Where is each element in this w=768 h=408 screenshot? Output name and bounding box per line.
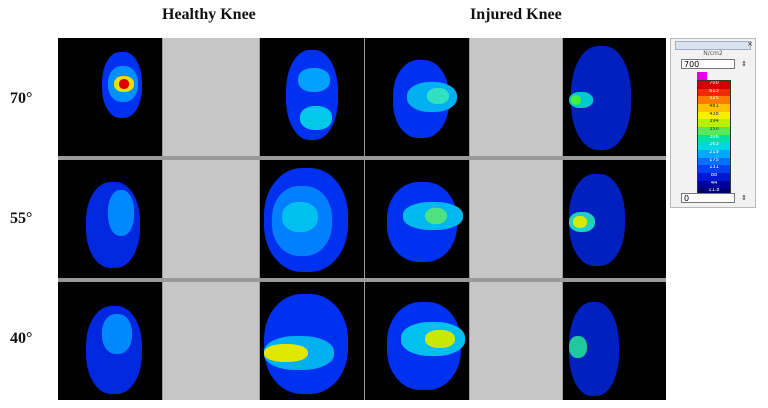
colorbar-titlebar[interactable] <box>675 41 751 50</box>
healthy-knee-heading: Healthy Knee <box>162 6 256 23</box>
spinner-arrows-icon[interactable]: ⇕ <box>741 60 747 68</box>
colorbar-level: 438 <box>698 111 730 120</box>
healthy-70-gap <box>163 38 259 156</box>
healthy-55-medial-map <box>58 160 162 278</box>
colorbar-level: 11.8 <box>698 188 730 197</box>
colorbar-level: 219 <box>698 150 730 158</box>
colorbar-level: 613 <box>698 88 730 97</box>
injured-40-lateral-map <box>563 282 666 400</box>
injured-55-lateral-map <box>563 160 666 278</box>
colorbar-max-field[interactable]: 700 <box>681 59 735 69</box>
healthy-55-gap <box>163 160 259 278</box>
colorbar-unit-label: N/cm2 <box>703 50 723 57</box>
colorbar-level: 525 <box>698 96 730 105</box>
healthy-55-lateral-map <box>260 160 364 278</box>
row-55 <box>58 160 666 278</box>
colorbar-level: 88 <box>698 173 730 181</box>
colorbar-level: 481 <box>698 104 730 112</box>
injured-55-medial-map <box>365 160 469 278</box>
colorbar-level: 394 <box>698 119 730 128</box>
colorbar-scale: 700 613 525 481 438 394 350 306 263 219 175 131 88 44… <box>697 80 731 197</box>
healthy-70-medial-map <box>58 38 162 156</box>
pressure-colorbar-panel: × N/cm2 700 ⇕ 700 613 525 481 438 394 350 306 26… <box>670 38 756 208</box>
injured-70-gap <box>470 38 562 156</box>
injured-55-gap <box>470 160 562 278</box>
row-label-40: 40° <box>10 330 33 347</box>
injured-70-medial-map <box>365 38 469 156</box>
healthy-40-medial-map <box>58 282 162 400</box>
colorbar-level: 131 <box>698 165 730 174</box>
colorbar-min-field[interactable]: 0 <box>681 193 735 203</box>
colorbar-level: 700 <box>698 81 730 89</box>
healthy-70-lateral-map <box>260 38 364 156</box>
row-label-70: 70° <box>10 90 33 107</box>
healthy-40-lateral-map <box>260 282 364 400</box>
injured-knee-heading: Injured Knee <box>470 6 562 23</box>
injured-40-medial-map <box>365 282 469 400</box>
colorbar-top-swatch <box>697 72 707 80</box>
colorbar-level: 263 <box>698 142 730 151</box>
row-label-55: 55° <box>10 210 33 227</box>
pressure-map-grid <box>58 38 666 400</box>
colorbar-level: 44 <box>698 180 730 189</box>
healthy-40-gap <box>163 282 259 400</box>
colorbar-level: 306 <box>698 134 730 143</box>
colorbar-level: 350 <box>698 127 730 135</box>
injured-70-lateral-map <box>563 38 666 156</box>
spinner-arrows-icon[interactable]: ⇕ <box>741 194 747 202</box>
row-70 <box>58 38 666 156</box>
colorbar-level: 175 <box>698 157 730 166</box>
close-icon[interactable]: × <box>747 40 753 48</box>
row-40 <box>58 282 666 400</box>
injured-40-gap <box>470 282 562 400</box>
